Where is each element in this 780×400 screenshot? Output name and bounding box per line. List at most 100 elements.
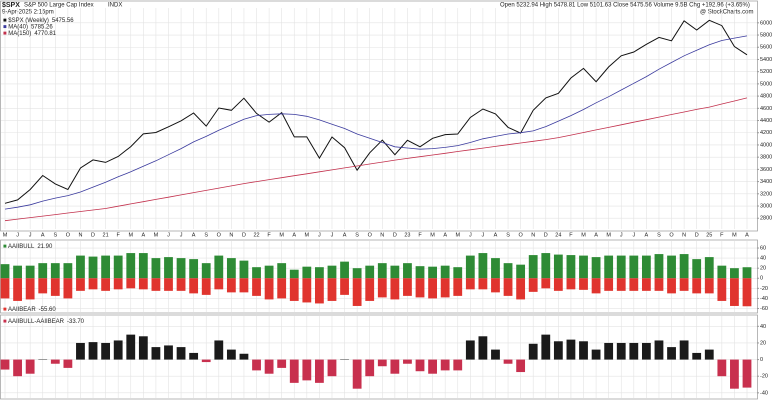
bar xyxy=(641,255,651,279)
bar xyxy=(403,278,412,296)
y-tick-label: 3600 xyxy=(760,167,772,173)
bar xyxy=(176,258,186,279)
x-tick-label: A xyxy=(142,232,146,238)
y-tick-label: 0 xyxy=(760,357,763,363)
bar xyxy=(88,342,98,360)
bar xyxy=(516,359,526,373)
legend-swatch: ■ xyxy=(3,244,8,250)
bar xyxy=(189,352,199,360)
y-tick-label: 3000 xyxy=(760,203,772,209)
bar xyxy=(528,278,538,292)
x-tick-label: D xyxy=(544,232,548,238)
bar xyxy=(126,253,136,279)
bar xyxy=(88,256,98,279)
y-tick-label: 20 xyxy=(760,266,766,272)
bar xyxy=(491,258,500,279)
y-tick-label: 6000 xyxy=(760,20,772,26)
x-tick-label: A xyxy=(443,232,447,238)
bar xyxy=(629,342,639,360)
bar xyxy=(201,359,211,363)
bar xyxy=(579,255,588,279)
bar xyxy=(289,269,299,279)
y-tick-label: 5400 xyxy=(760,57,772,63)
bar xyxy=(352,359,362,389)
bar xyxy=(138,278,148,290)
x-tick-label: N xyxy=(531,232,535,238)
price-line xyxy=(4,35,748,210)
bar xyxy=(340,278,349,295)
bar xyxy=(76,342,85,360)
x-tick-label: M xyxy=(430,232,435,238)
bar xyxy=(491,349,500,360)
bar xyxy=(704,278,714,294)
bar xyxy=(616,255,626,279)
y-tick-label: -60 xyxy=(760,306,768,312)
x-tick-label: J xyxy=(29,232,32,238)
bar xyxy=(629,255,639,279)
bar xyxy=(76,278,85,291)
bar xyxy=(352,278,362,306)
bar xyxy=(151,278,161,291)
legend-name: AAIIBULL xyxy=(8,244,35,250)
x-tick-label: M xyxy=(305,232,310,238)
bar xyxy=(340,261,349,279)
bar xyxy=(63,359,73,368)
bar xyxy=(164,345,173,360)
bar xyxy=(315,267,324,279)
x-tick-label: A xyxy=(41,232,45,238)
source: @ StockCharts.com xyxy=(700,10,753,16)
y-tick-label: 2800 xyxy=(760,216,772,222)
y-tick-label: 5200 xyxy=(760,69,772,75)
bar xyxy=(63,263,73,279)
bar xyxy=(730,359,739,389)
x-tick-label: M xyxy=(279,232,284,238)
bar xyxy=(541,278,551,289)
bar xyxy=(591,278,601,294)
bar xyxy=(453,278,463,296)
bar xyxy=(0,359,10,370)
bar xyxy=(0,278,10,299)
x-tick-label: D xyxy=(393,232,397,238)
x-tick-label: O xyxy=(217,232,222,238)
bar xyxy=(616,278,626,291)
spread-panel xyxy=(0,314,758,400)
bar xyxy=(101,278,111,291)
legend-value: 21.90 xyxy=(37,244,53,250)
bar xyxy=(654,278,664,291)
bar xyxy=(667,347,676,360)
x-tick-label: F xyxy=(267,232,271,238)
bar xyxy=(13,359,22,377)
x-tick-label: A xyxy=(292,232,296,238)
x-tick-label: F xyxy=(569,232,573,238)
bar xyxy=(277,359,287,368)
bar xyxy=(440,359,450,371)
bar xyxy=(76,255,85,279)
bar xyxy=(25,359,35,374)
x-tick-label: D xyxy=(695,232,699,238)
legend-entry: ■ AAIIBULL-AAIIBEAR -33.70 xyxy=(3,319,85,325)
bar xyxy=(717,265,727,279)
legend-name: AAIIBULL-AAIIBEAR xyxy=(8,319,65,325)
bar xyxy=(113,340,123,360)
legend-entry: ■ MA(40) 5785.26 xyxy=(3,24,53,30)
bar xyxy=(365,359,375,377)
y-tick-label: 4800 xyxy=(760,94,772,100)
bar xyxy=(553,341,563,360)
bar xyxy=(415,278,425,298)
bar xyxy=(88,278,98,290)
bar xyxy=(403,359,412,364)
bar xyxy=(591,257,601,279)
bar xyxy=(654,340,664,360)
legend-entry: ■ $SPX (Weekly) 5475.56 xyxy=(3,18,74,24)
legend-name: AAIIBEAR xyxy=(8,307,36,313)
bar xyxy=(629,278,639,291)
y-tick-label: 40 xyxy=(760,324,766,330)
bar xyxy=(667,278,676,294)
bar xyxy=(503,278,513,296)
bar xyxy=(176,278,186,291)
x-tick-label: J xyxy=(331,232,334,238)
x-tick-label: J xyxy=(167,232,170,238)
bar xyxy=(252,359,261,371)
bar xyxy=(403,263,412,279)
bar xyxy=(478,278,488,290)
